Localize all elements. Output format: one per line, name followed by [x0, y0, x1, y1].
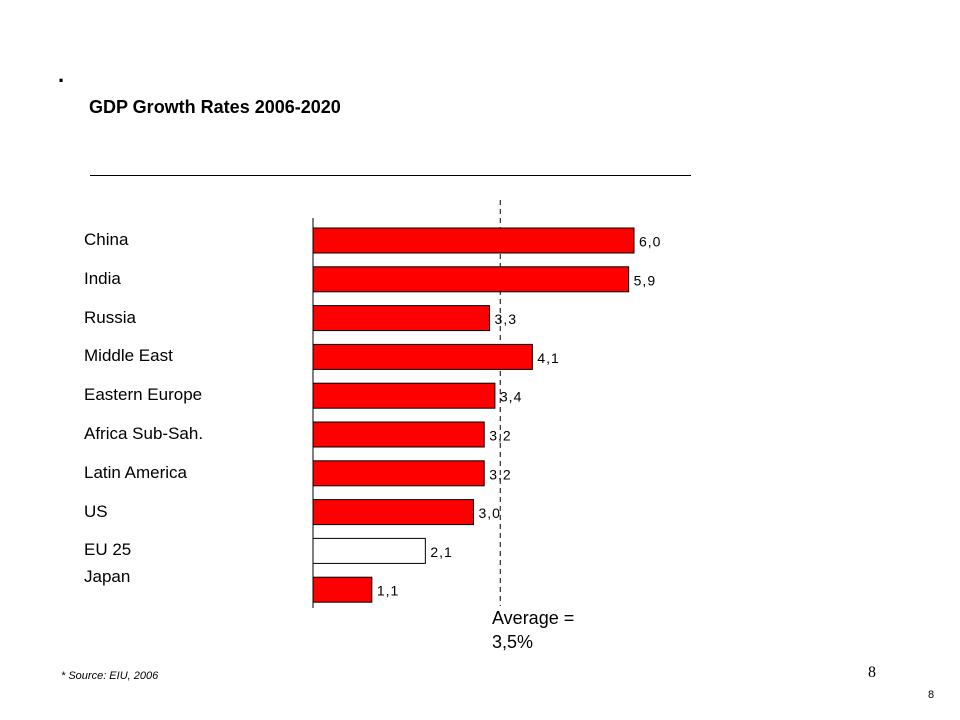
page-number-large: 8 — [868, 664, 876, 681]
category-label: Russia — [84, 307, 136, 327]
category-label: China — [84, 230, 129, 249]
data-label: 6,0 — [639, 234, 661, 250]
chart-title: GDP Growth Rates 2006-2020 — [89, 97, 341, 117]
category-label: US — [84, 501, 108, 521]
bar — [312, 343, 533, 370]
category-label: Japan — [84, 567, 131, 587]
data-label: 2,1 — [430, 544, 452, 560]
bar — [312, 227, 635, 254]
bar — [312, 460, 485, 487]
source-note: * Source: EIU, 2006 — [61, 670, 159, 682]
category-label: India — [84, 268, 121, 288]
bar — [312, 537, 426, 564]
data-label: 3,2 — [489, 428, 511, 444]
category-label: Middle East — [84, 346, 173, 366]
data-label: 5,9 — [634, 272, 656, 288]
data-label: 3,4 — [500, 389, 522, 405]
category-label: Latin America — [84, 462, 187, 482]
category-label: EU 25 — [84, 540, 132, 560]
bar — [312, 499, 474, 526]
data-label: 3,2 — [489, 466, 511, 482]
bar — [312, 305, 491, 332]
title-rule — [90, 175, 691, 176]
page-number-small: 8 — [928, 689, 935, 701]
bar — [312, 382, 496, 409]
average-label: Average = 3,5% — [492, 608, 575, 652]
data-label: 1,1 — [377, 583, 399, 599]
data-label: 4,1 — [537, 350, 559, 366]
data-label: 3,3 — [495, 311, 517, 327]
bar — [312, 576, 373, 603]
category-label: Eastern Europe — [84, 385, 203, 405]
bar — [312, 421, 485, 448]
data-label: 3,0 — [479, 505, 501, 521]
bar — [312, 266, 630, 293]
title-bullet: . — [58, 62, 65, 87]
category-label: Africa Sub-Sah. — [84, 424, 204, 443]
